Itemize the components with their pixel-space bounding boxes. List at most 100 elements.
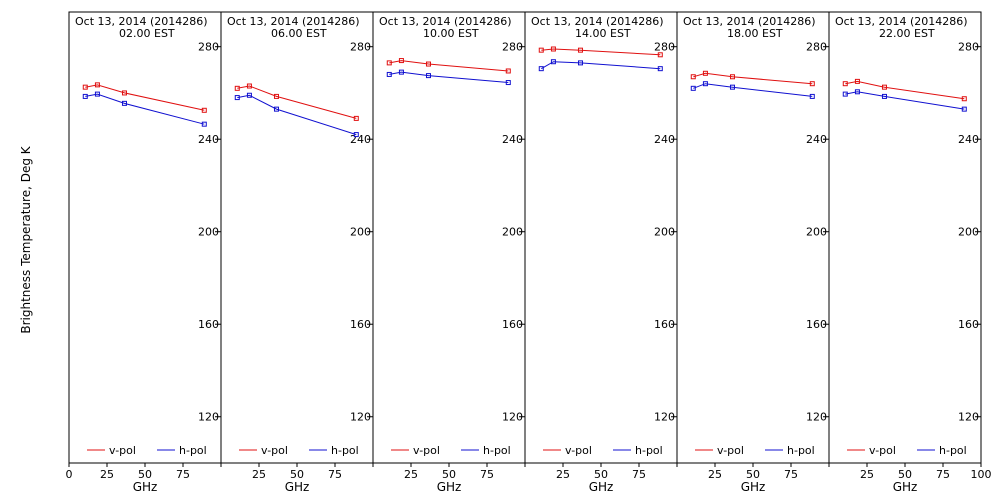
legend-label-h-pol: h-pol <box>483 444 511 457</box>
data-point-v-pol <box>246 83 252 89</box>
x-axis-label: GHz <box>589 480 614 494</box>
y-tick-label: 160 <box>806 318 827 331</box>
legend-label-v-pol: v-pol <box>565 444 592 457</box>
panel-5: Oct 13, 2014 (2014286)18.00 EST 120 160 200… <box>676 11 830 494</box>
y-tick-label: 240 <box>654 133 675 146</box>
data-point-v-pol <box>538 47 544 53</box>
data-point-v-pol <box>809 81 815 87</box>
data-point-v-pol <box>234 85 240 91</box>
data-point-v-pol <box>82 84 88 90</box>
data-point-v-pol <box>94 82 100 88</box>
panel-frame <box>524 11 678 464</box>
legend-label-h-pol: h-pol <box>635 444 663 457</box>
data-point-h-pol <box>538 66 544 72</box>
data-point-h-pol <box>550 59 556 65</box>
data-point-h-pol <box>690 85 696 91</box>
data-point-h-pol <box>881 93 887 99</box>
y-tick-label: 280 <box>198 41 219 54</box>
data-point-v-pol <box>353 115 359 121</box>
y-axis-label: Brightness Temperature, Deg K <box>19 145 33 333</box>
y-tick-label: 240 <box>958 133 979 146</box>
legend-label-h-pol: h-pol <box>179 444 207 457</box>
panel-title-time: 18.00 EST <box>727 27 783 40</box>
y-tick-label: 200 <box>198 226 219 239</box>
x-tick-label: 50 <box>594 468 608 481</box>
y-tick-label: 240 <box>502 133 523 146</box>
x-tick-label: 75 <box>784 468 798 481</box>
y-tick-label: 280 <box>958 41 979 54</box>
data-point-v-pol <box>690 74 696 80</box>
x-tick-label: 75 <box>480 468 494 481</box>
data-point-h-pol <box>505 80 511 86</box>
y-tick-label: 200 <box>654 226 675 239</box>
y-tick-label: 240 <box>350 133 371 146</box>
x-axis-label: GHz <box>285 480 310 494</box>
data-point-v-pol <box>398 58 404 64</box>
panel-title-time: 10.00 EST <box>423 27 479 40</box>
y-tick-label: 200 <box>806 226 827 239</box>
y-tick-label: 160 <box>654 318 675 331</box>
panel-title-date: Oct 13, 2014 (2014286) <box>531 15 664 28</box>
series-line-v-pol <box>541 48 661 56</box>
x-tick-label: 50 <box>746 468 760 481</box>
data-point-v-pol <box>657 52 663 58</box>
panel-title-time: 22.00 EST <box>879 27 935 40</box>
panel-frame <box>372 11 526 464</box>
data-point-v-pol <box>386 60 392 66</box>
y-tick-label: 120 <box>350 411 371 424</box>
data-point-h-pol <box>657 66 663 72</box>
y-tick-label: 120 <box>806 411 827 424</box>
data-point-v-pol <box>729 74 735 80</box>
legend-label-v-pol: v-pol <box>109 444 136 457</box>
data-point-v-pol <box>121 90 127 96</box>
data-point-h-pol <box>234 95 240 101</box>
series-line-v-pol <box>237 85 357 119</box>
legend-label-v-pol: v-pol <box>261 444 288 457</box>
x-tick-label: 25 <box>252 468 266 481</box>
data-point-h-pol <box>854 89 860 95</box>
y-tick-label: 240 <box>198 133 219 146</box>
panel-frame <box>220 11 374 464</box>
legend-label-h-pol: h-pol <box>331 444 359 457</box>
x-tick-label: 25 <box>100 468 114 481</box>
panel-frame <box>676 11 830 464</box>
panel-frame <box>68 11 222 464</box>
panel-6: Oct 13, 2014 (2014286)22.00 EST 120 160 200… <box>828 11 992 494</box>
y-tick-label: 160 <box>198 318 219 331</box>
y-tick-label: 120 <box>198 411 219 424</box>
series-line-h-pol <box>85 93 205 125</box>
data-point-v-pol <box>702 70 708 76</box>
x-tick-label: 25 <box>556 468 570 481</box>
series-line-h-pol <box>845 91 965 110</box>
data-point-h-pol <box>201 121 207 127</box>
x-tick-label: 50 <box>898 468 912 481</box>
x-tick-label: 25 <box>860 468 874 481</box>
y-tick-label: 160 <box>350 318 371 331</box>
x-axis-label: GHz <box>437 480 462 494</box>
y-tick-label: 240 <box>806 133 827 146</box>
panel-2: Oct 13, 2014 (2014286)06.00 EST 120 160 200… <box>220 11 374 494</box>
data-point-v-pol <box>273 93 279 99</box>
legend-label-h-pol: h-pol <box>939 444 967 457</box>
y-tick-label: 280 <box>502 41 523 54</box>
data-point-h-pol <box>729 84 735 90</box>
series-line-h-pol <box>541 61 661 70</box>
x-tick-label: 50 <box>138 468 152 481</box>
x-tick-label: 75 <box>328 468 342 481</box>
data-point-h-pol <box>702 81 708 87</box>
x-tick-label: 75 <box>176 468 190 481</box>
series-line-v-pol <box>85 84 205 111</box>
data-point-h-pol <box>82 93 88 99</box>
y-tick-label: 160 <box>502 318 523 331</box>
data-point-v-pol <box>425 61 431 67</box>
y-tick-label: 120 <box>502 411 523 424</box>
x-axis-label: GHz <box>741 480 766 494</box>
legend-label-v-pol: v-pol <box>413 444 440 457</box>
data-point-h-pol <box>246 92 252 98</box>
panel-title-date: Oct 13, 2014 (2014286) <box>379 15 512 28</box>
series-line-h-pol <box>237 94 357 136</box>
panel-title-time: 06.00 EST <box>271 27 327 40</box>
data-point-v-pol <box>961 96 967 102</box>
data-point-v-pol <box>881 84 887 90</box>
